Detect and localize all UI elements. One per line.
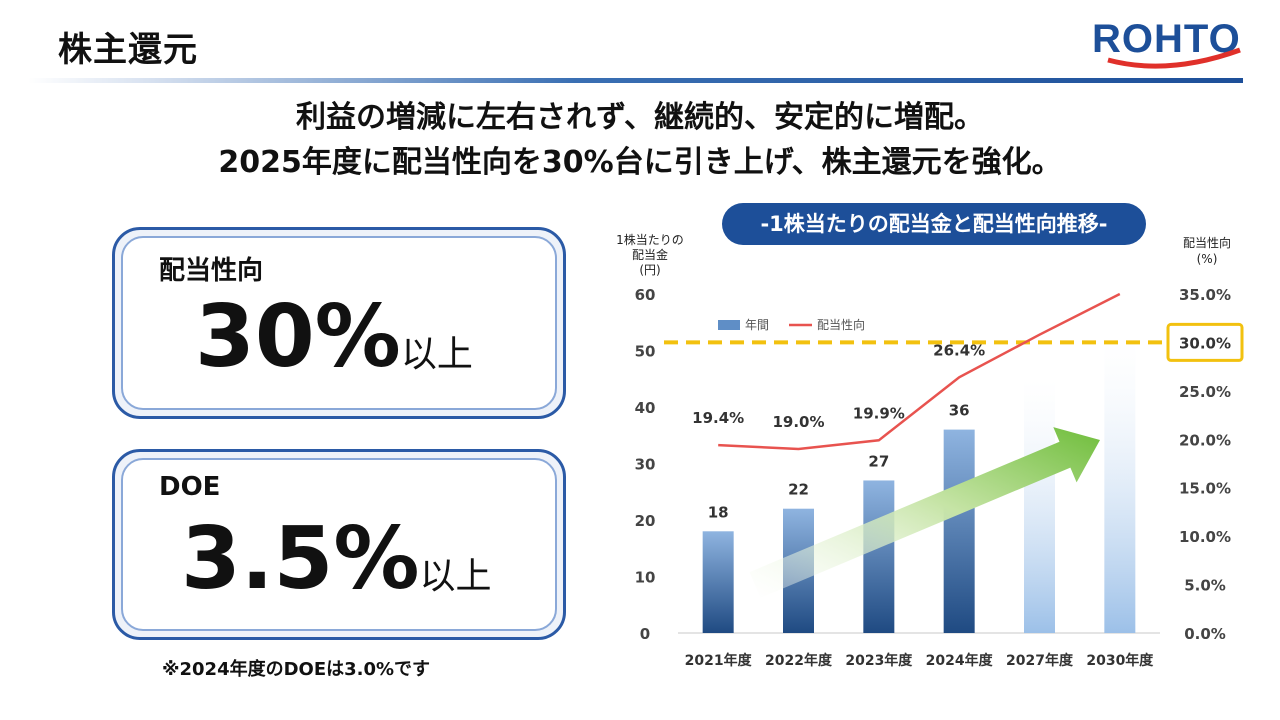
x-tick-label: 2027年度 — [1006, 652, 1074, 669]
left-tick-label: 10 — [635, 569, 656, 587]
payout-ratio-value: 30% — [195, 287, 401, 387]
x-tick-label: 2024年度 — [926, 652, 994, 669]
right-tick-label: 15.0% — [1179, 480, 1231, 498]
dividend-bar — [702, 531, 734, 633]
dividend-bar — [1024, 378, 1055, 633]
x-tick-label: 2030年度 — [1086, 652, 1154, 669]
dividend-bar-label: 22 — [788, 481, 809, 499]
right-tick-label: 25.0% — [1179, 383, 1231, 401]
left-axis-title-line: (円) — [639, 263, 660, 277]
dividend-bar-label: 36 — [949, 402, 970, 420]
payout-ratio-label: 配当性向 — [159, 256, 264, 286]
doe-value-group: 3.5%以上 — [181, 512, 492, 607]
left-tick-label: 30 — [635, 456, 656, 474]
headline-line-1: 利益の増減に左右されず、継続的、安定的に増配。 — [296, 100, 984, 135]
right-tick-label: 35.0% — [1179, 286, 1231, 304]
headline-line-2: 2025年度に配当性向を30%台に引き上げ、株主還元を強化。 — [218, 145, 1062, 180]
right-axis-title-line: (%) — [1197, 252, 1218, 266]
svg-text:ROHTO: ROHTO — [1092, 17, 1241, 61]
target-label: 30.0% — [1179, 334, 1231, 352]
left-tick-label: 40 — [635, 399, 656, 417]
page-title: 株主還元 — [58, 30, 198, 70]
doe-card: DOE 3.5%以上 — [112, 449, 566, 640]
dividend-bar — [943, 429, 975, 633]
payout-ratio-point-label: 26.4% — [933, 341, 985, 359]
payout-ratio-unit: 以上 — [400, 334, 473, 375]
payout-ratio-line — [718, 292, 1121, 451]
left-axis-title-line: 1株当たりの — [616, 232, 684, 247]
right-tick-label: 5.0% — [1184, 577, 1226, 595]
right-tick-label: 0.0% — [1184, 625, 1226, 643]
left-tick-label: 20 — [635, 512, 656, 530]
dividend-bar — [863, 480, 895, 633]
payout-ratio-point-label: 19.4% — [692, 409, 744, 427]
dividend-bar-label: 18 — [708, 503, 729, 521]
x-tick-label: 2021年度 — [685, 652, 753, 669]
legend-line-label: 配当性向 — [817, 317, 865, 332]
x-tick-label: 2023年度 — [845, 652, 913, 669]
chart-title: -1株当たりの配当金と配当性向推移- — [722, 203, 1146, 245]
dividend-bar-label: 27 — [868, 452, 889, 470]
dividend-bar — [783, 508, 814, 633]
right-tick-label: 10.0% — [1179, 528, 1231, 546]
target-box — [1166, 322, 1244, 362]
dividend-bar — [1104, 339, 1136, 633]
legend-bar-swatch — [718, 320, 740, 330]
title-divider — [28, 78, 1243, 83]
doe-unit: 以上 — [419, 556, 492, 597]
doe-label: DOE — [159, 472, 221, 502]
right-tick-label: 20.0% — [1179, 431, 1231, 449]
payout-ratio-point-label: 19.0% — [772, 413, 824, 431]
left-tick-label: 60 — [635, 286, 656, 304]
right-tick-label: 30.0% — [1179, 334, 1231, 352]
legend-bar-label: 年間 — [745, 318, 769, 332]
left-tick-label: 0 — [640, 625, 650, 643]
right-axis-title-line: 配当性向 — [1183, 235, 1231, 250]
payout-ratio-card: 配当性向 30%以上 — [112, 227, 566, 419]
rohto-logo: ROHTO — [1092, 17, 1241, 69]
x-tick-label: 2022年度 — [765, 652, 833, 669]
left-axis-title-line: 配当金 — [632, 247, 668, 262]
growth-arrow — [749, 427, 1100, 598]
doe-value: 3.5% — [181, 509, 420, 609]
left-tick-label: 50 — [635, 343, 656, 361]
payout-ratio-value-group: 30%以上 — [195, 290, 473, 385]
payout-ratio-point-label: 19.9% — [853, 404, 905, 422]
doe-footnote: ※2024年度のDOEは3.0%です — [162, 659, 431, 680]
